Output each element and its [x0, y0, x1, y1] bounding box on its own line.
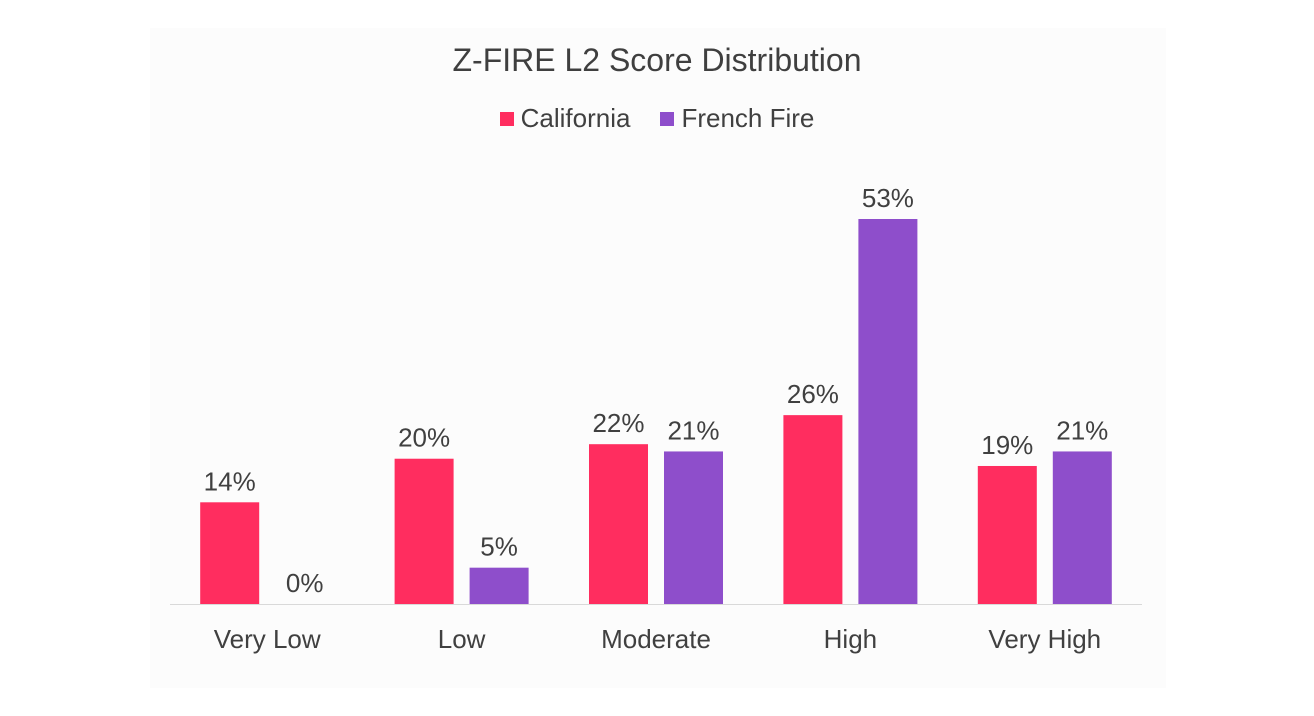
data-label-french-fire-very-high: 21%: [1056, 415, 1108, 445]
x-tick-label-low: Low: [438, 624, 486, 654]
x-tick-label-high: High: [824, 624, 877, 654]
bar-french-fire-high: [858, 219, 918, 604]
bar-california-very-high: [977, 465, 1037, 604]
legend-item-french-fire: French Fire: [660, 103, 814, 134]
data-label-california-low: 20%: [398, 423, 450, 453]
bar-california-low: [394, 458, 454, 604]
bar-french-fire-low: [469, 567, 529, 604]
data-label-california-high: 26%: [787, 379, 839, 409]
data-label-french-fire-very-low: 0%: [286, 568, 324, 598]
data-label-california-very-high: 19%: [981, 430, 1033, 460]
legend-swatch-california: [499, 111, 514, 126]
bar-california-moderate: [589, 444, 648, 604]
data-label-french-fire-low: 5%: [480, 532, 518, 562]
data-label-french-fire-moderate: 21%: [667, 415, 719, 445]
bar-california-very-low: [200, 502, 260, 604]
bar-french-fire-moderate: [664, 451, 723, 604]
legend: California French Fire: [0, 103, 1314, 134]
data-label-california-very-low: 14%: [204, 466, 256, 496]
legend-item-california: California: [499, 103, 631, 134]
legend-label-california: California: [520, 103, 631, 133]
x-tick-label-very-low: Very Low: [214, 624, 321, 654]
data-label-california-moderate: 22%: [592, 408, 644, 438]
data-label-french-fire-high: 53%: [862, 183, 914, 213]
bar-california-high: [783, 415, 843, 604]
chart-title: Z-FIRE L2 Score Distribution: [452, 42, 862, 78]
x-tick-label-moderate: Moderate: [601, 624, 711, 654]
bar-french-fire-very-high: [1052, 451, 1112, 604]
legend-label-french-fire: French Fire: [681, 103, 815, 133]
legend-swatch-french-fire: [660, 111, 675, 126]
x-tick-label-very-high: Very High: [988, 624, 1101, 654]
